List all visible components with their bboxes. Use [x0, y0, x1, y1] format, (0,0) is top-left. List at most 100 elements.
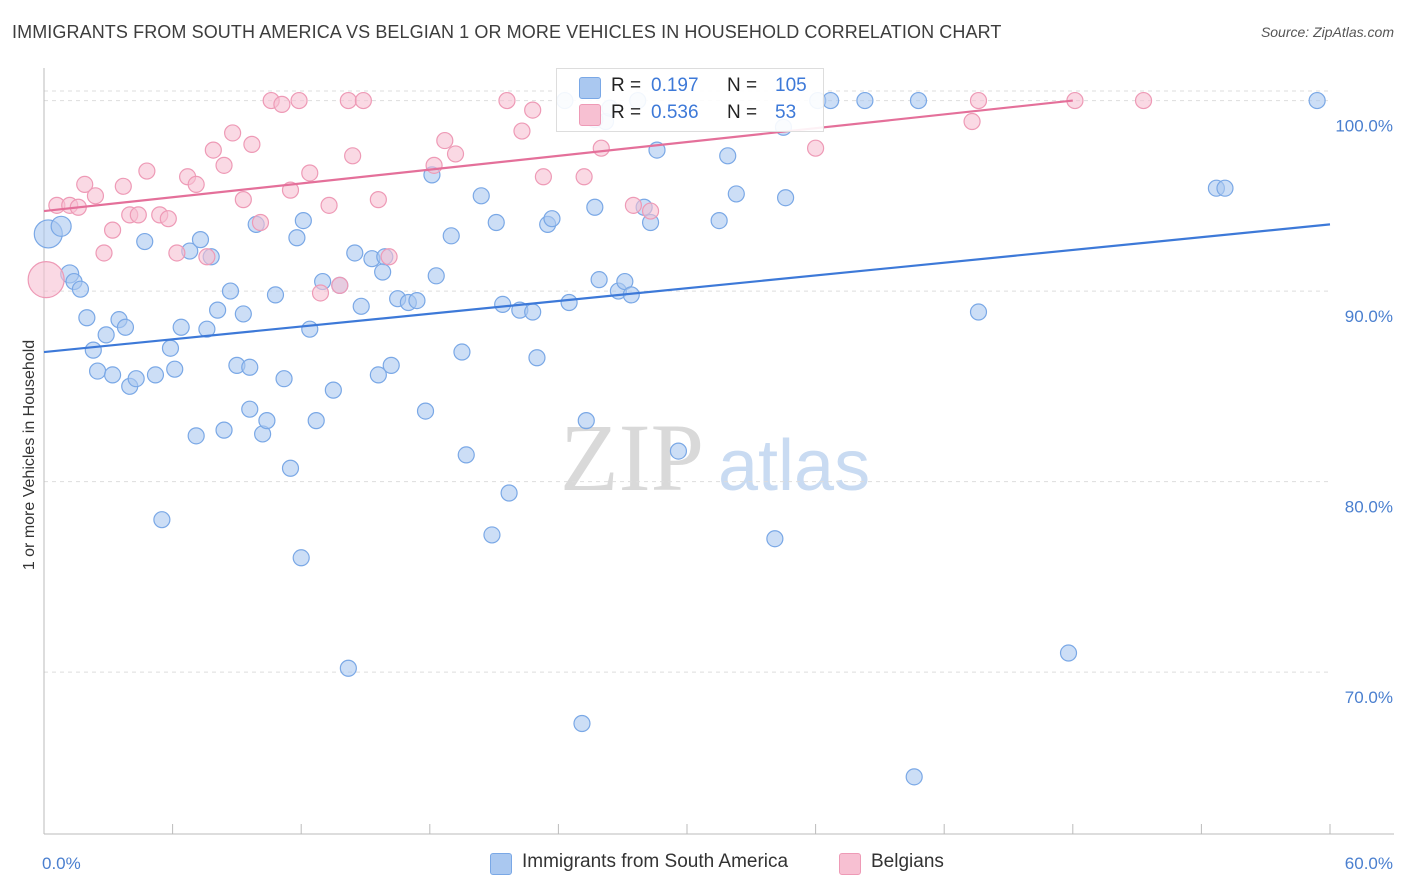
point-immigrants — [416, 402, 435, 420]
point-immigrants — [84, 341, 102, 359]
correlation-legend: R = 0.197 N = 105 R = 0.536 N = 53 — [556, 68, 824, 132]
point-immigrants — [727, 185, 745, 203]
point-belgians — [311, 284, 330, 302]
point-belgians — [498, 91, 516, 110]
point-immigrants — [856, 91, 874, 110]
point-immigrants — [483, 526, 501, 544]
y-tick-label: 90.0% — [1345, 307, 1393, 326]
point-immigrants — [78, 309, 96, 327]
point-belgians — [575, 168, 593, 186]
point-immigrants — [161, 339, 180, 357]
point-belgians — [86, 187, 105, 205]
point-belgians — [513, 122, 531, 140]
point-immigrants — [442, 227, 460, 245]
point-belgians — [204, 141, 222, 159]
point-immigrants — [472, 187, 490, 205]
legend-label: Belgians — [871, 851, 944, 872]
legend-n-label: N = — [727, 102, 758, 123]
legend-swatch-pink — [839, 853, 861, 875]
legend-swatch-blue — [490, 853, 512, 875]
point-immigrants — [909, 91, 928, 110]
point-belgians — [806, 139, 825, 157]
point-immigrants — [766, 530, 784, 548]
point-immigrants — [324, 381, 342, 399]
trend-line-belgians — [43, 99, 1073, 213]
series-belgians-points — [27, 91, 1153, 302]
point-immigrants — [71, 280, 90, 298]
point-immigrants — [408, 292, 426, 310]
point-immigrants — [127, 370, 145, 388]
point-immigrants — [590, 271, 608, 289]
point-belgians — [380, 248, 398, 266]
point-belgians — [534, 168, 552, 186]
tick-labels: 70.0% 80.0% 90.0% 100.0% 0.0% 60.0% — [42, 117, 1393, 873]
legend-swatch-pink — [579, 104, 601, 126]
point-immigrants — [172, 318, 190, 336]
legend-r-value: 0.197 — [651, 75, 699, 96]
point-belgians — [969, 91, 988, 110]
point-belgians — [168, 244, 186, 262]
point-immigrants — [301, 320, 319, 338]
point-belgians — [354, 91, 372, 110]
legend-swatch-blue — [579, 77, 601, 99]
point-immigrants — [427, 267, 445, 285]
gridlines — [44, 90, 1330, 673]
point-belgians — [95, 244, 113, 262]
point-immigrants — [191, 231, 210, 249]
point-immigrants — [669, 442, 688, 460]
point-belgians — [114, 177, 132, 195]
point-immigrants — [487, 213, 505, 232]
point-immigrants — [1308, 91, 1326, 110]
legend-r-label: R = — [611, 75, 642, 96]
point-belgians — [159, 210, 177, 228]
point-immigrants — [266, 286, 285, 304]
trend-lines — [43, 99, 1331, 354]
point-immigrants — [103, 366, 122, 384]
point-immigrants — [346, 244, 364, 262]
legend-label: Immigrants from South America — [522, 851, 789, 872]
axes — [43, 68, 1394, 835]
point-belgians — [436, 131, 454, 150]
point-immigrants — [292, 549, 310, 567]
point-immigrants — [275, 370, 293, 388]
point-immigrants — [339, 659, 357, 677]
point-immigrants — [198, 320, 216, 338]
x-tick-label: 60.0% — [1345, 854, 1393, 873]
point-immigrants — [288, 229, 306, 247]
point-belgians — [198, 248, 216, 266]
point-immigrants — [116, 318, 135, 336]
chart-source: Source: ZipAtlas.com — [1260, 24, 1394, 40]
point-immigrants — [258, 412, 276, 430]
point-belgians — [290, 91, 308, 110]
point-immigrants — [573, 714, 591, 733]
point-belgians — [138, 162, 156, 180]
point-immigrants — [528, 349, 546, 367]
point-immigrants — [187, 427, 205, 445]
point-immigrants — [586, 198, 604, 216]
point-immigrants — [221, 282, 240, 300]
y-tick-label: 100.0% — [1335, 117, 1393, 136]
chart-title: IMMIGRANTS FROM SOUTH AMERICA VS BELGIAN… — [12, 22, 1002, 42]
point-immigrants — [209, 301, 227, 319]
point-immigrants — [88, 362, 107, 380]
point-belgians — [331, 276, 349, 294]
point-immigrants — [905, 768, 923, 786]
point-immigrants — [543, 210, 561, 228]
point-belgians — [273, 95, 291, 113]
point-belgians — [234, 191, 252, 209]
point-immigrants — [822, 91, 840, 110]
point-immigrants — [234, 305, 252, 323]
point-belgians — [129, 206, 147, 224]
point-immigrants — [281, 459, 300, 477]
legend-r-value: 0.536 — [651, 102, 699, 123]
watermark-atlas: atlas — [718, 426, 870, 506]
point-immigrants — [352, 297, 370, 315]
point-belgians — [592, 139, 610, 157]
point-immigrants — [382, 356, 400, 374]
point-belgians — [339, 91, 357, 110]
y-tick-label: 70.0% — [1345, 688, 1393, 707]
point-immigrants — [494, 295, 512, 314]
series-immigrants-points — [33, 91, 1326, 786]
point-immigrants — [294, 211, 312, 230]
